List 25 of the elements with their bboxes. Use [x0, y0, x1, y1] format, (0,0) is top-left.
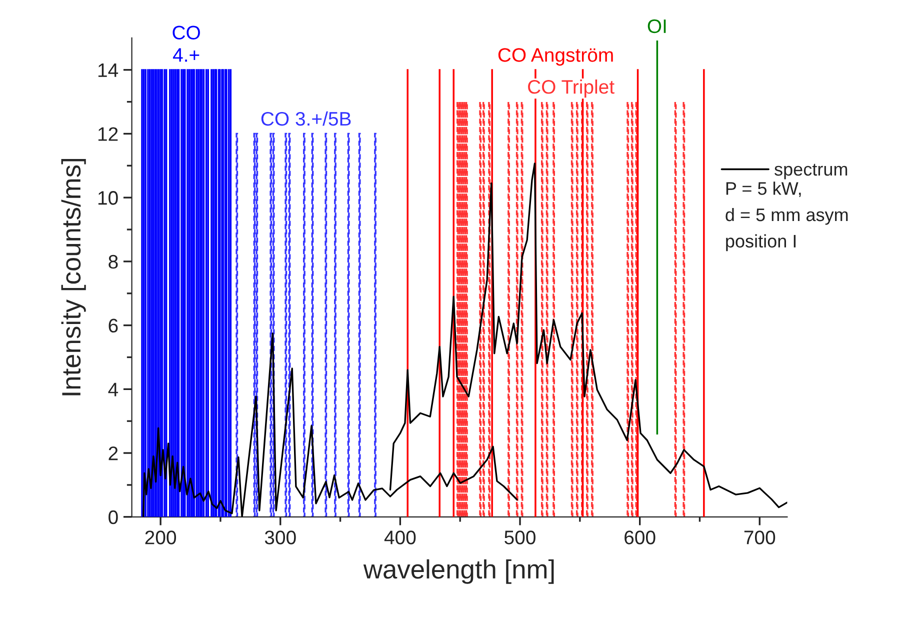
x-tick-label: 300 — [264, 530, 296, 544]
series-label: CO 3.+/5B — [261, 111, 351, 126]
y-tick-label: 0 — [108, 510, 118, 524]
series-label: CO 4.+ — [172, 26, 200, 62]
y-tick-label: 8 — [108, 254, 118, 269]
x-axis-title: wavelength [nm] — [363, 559, 554, 584]
annotation: d = 5 mm asym — [726, 208, 848, 225]
series-label: CO Triplet — [528, 80, 614, 98]
y-axis-title: Intensity [counts/ms] — [61, 159, 86, 396]
y-tick-label: 12 — [98, 127, 118, 141]
y-tick-label: 14 — [98, 64, 118, 77]
y-tick-label: 10 — [98, 191, 118, 205]
x-tick-label: 700 — [744, 530, 776, 544]
x-tick-label: 400 — [384, 530, 416, 544]
annotation: position I — [726, 234, 796, 252]
legend-label: spectrum — [774, 164, 848, 180]
x-tick-label: 600 — [624, 530, 656, 544]
x-tick-label: 500 — [504, 530, 536, 544]
annotation: P = 5 kW, — [726, 182, 801, 198]
x-tick-label: 200 — [145, 530, 176, 544]
y-tick-label: 2 — [108, 446, 118, 460]
series-label: OI — [648, 19, 666, 34]
y-tick-label: 4 — [108, 382, 118, 396]
series-label: CO Angström — [498, 48, 613, 66]
y-tick-label: 6 — [108, 318, 118, 333]
